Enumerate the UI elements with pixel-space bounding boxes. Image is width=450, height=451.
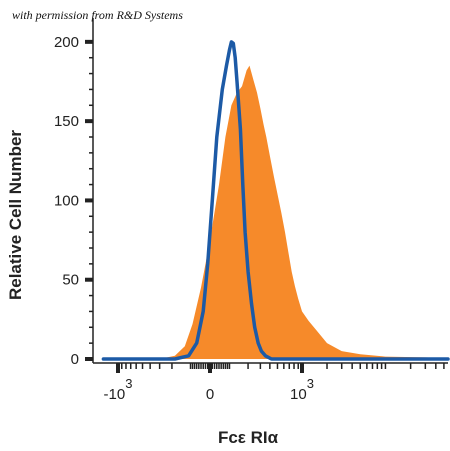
series-outline-line: [101, 40, 450, 361]
y-tick-label: 50: [62, 272, 79, 289]
credit-text: with permission from R&D Systems: [12, 8, 183, 22]
y-tick-label: 200: [54, 34, 79, 51]
y-tick-label: 0: [71, 351, 79, 368]
x-tick-label: -103: [104, 376, 133, 403]
y-tick-label: 100: [54, 192, 79, 209]
x-tick-label: 0: [206, 386, 214, 403]
series-filled-area: [103, 65, 449, 359]
y-tick-label: 150: [54, 113, 79, 130]
x-tick-label: 103: [290, 376, 314, 403]
x-axis-title: Fcε RIα: [217, 428, 279, 447]
